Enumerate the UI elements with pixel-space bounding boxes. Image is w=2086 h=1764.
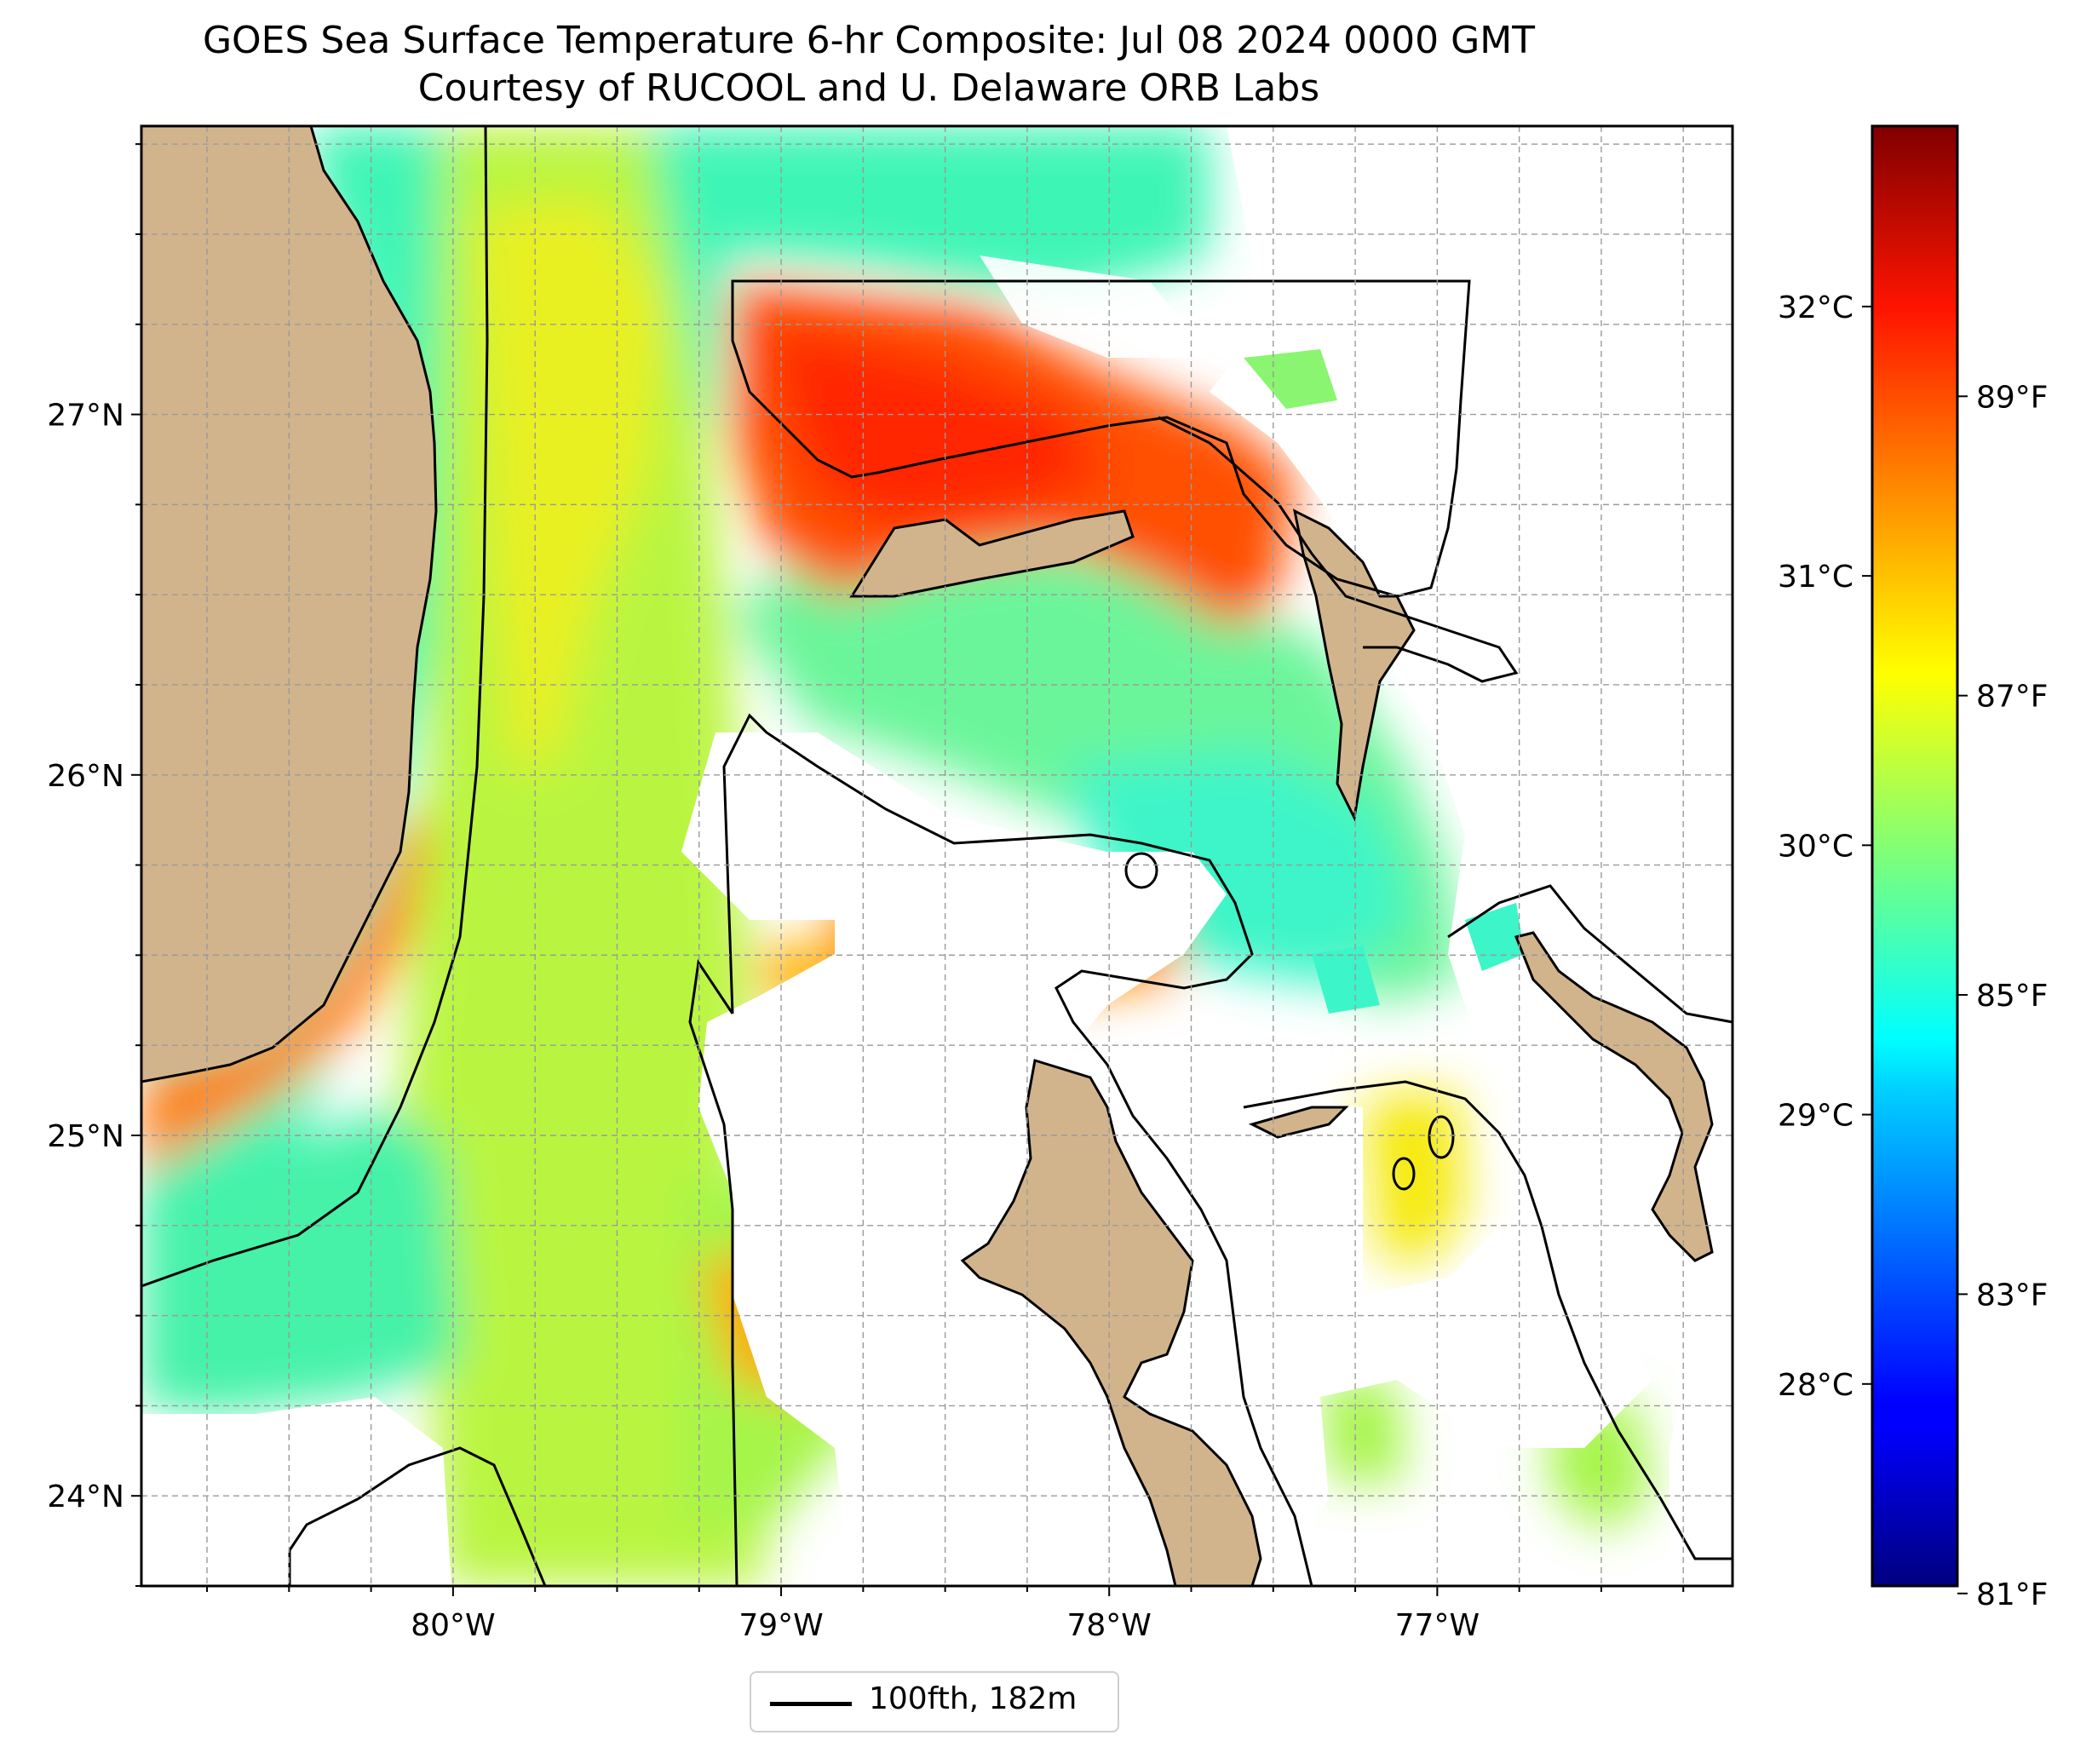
- new-providence-land: [1248, 1106, 1349, 1139]
- colorbar-celsius-ticks: 28°C 29°C 30°C 31°C 32°C: [1778, 290, 1872, 1403]
- celsius-tick-label: 30°C: [1778, 829, 1853, 864]
- fahrenheit-tick-label: 85°F: [1976, 979, 2049, 1014]
- eleuthera-land: [1514, 931, 1714, 1262]
- map-frame: [140, 124, 1734, 1588]
- sst-patches-right: [1244, 349, 1525, 1014]
- lon-tick-label: 79°W: [738, 1608, 823, 1643]
- map-subtitle: Courtesy of RUCOOL and U. Delaware ORB L…: [417, 66, 1320, 110]
- latitude-axis: 24°N 25°N 26°N 27°N: [47, 143, 141, 1587]
- fahrenheit-tick-label: 87°F: [1976, 680, 2049, 715]
- celsius-tick-label: 28°C: [1778, 1368, 1853, 1403]
- lat-tick-label: 27°N: [47, 399, 124, 434]
- lat-tick-label: 25°N: [47, 1119, 124, 1154]
- legend-label: 100fth, 182m: [869, 1681, 1077, 1716]
- andros-land: [960, 1059, 1262, 1586]
- legend-line-swatch: [770, 1702, 852, 1706]
- lat-tick-label: 24°N: [47, 1480, 124, 1514]
- celsius-tick-label: 31°C: [1778, 560, 1853, 595]
- grand-bahama-land: [849, 509, 1135, 598]
- longitude-axis: 80°W 79°W 78°W 77°W: [206, 1586, 1685, 1643]
- abaco-land: [1292, 509, 1416, 822]
- lon-tick-label: 80°W: [411, 1608, 495, 1643]
- land: [141, 126, 1714, 1586]
- colorbar: 28°C 29°C 30°C 31°C 32°C 81°F 83°F 85°F 87°F 89°…: [1778, 124, 2049, 1612]
- celsius-tick-label: 32°C: [1778, 290, 1853, 325]
- map-area: [141, 126, 1733, 1586]
- lat-tick-label: 26°N: [47, 759, 124, 794]
- fahrenheit-tick-label: 81°F: [1976, 1577, 2049, 1612]
- fahrenheit-tick-label: 83°F: [1976, 1278, 2049, 1313]
- legend: 100fth, 182m: [750, 1671, 1119, 1732]
- gridlines: [141, 126, 1733, 1586]
- fahrenheit-tick-label: 89°F: [1976, 380, 2049, 415]
- lon-tick-label: 78°W: [1067, 1608, 1152, 1643]
- map-title: GOES Sea Surface Temperature 6-hr Compos…: [202, 19, 1536, 62]
- celsius-tick-label: 29°C: [1778, 1099, 1853, 1134]
- colorbar-gradient: [1871, 124, 1959, 1588]
- lon-tick-label: 77°W: [1395, 1608, 1480, 1643]
- colorbar-fahrenheit-ticks: 81°F 83°F 85°F 87°F 89°F: [1957, 380, 2049, 1612]
